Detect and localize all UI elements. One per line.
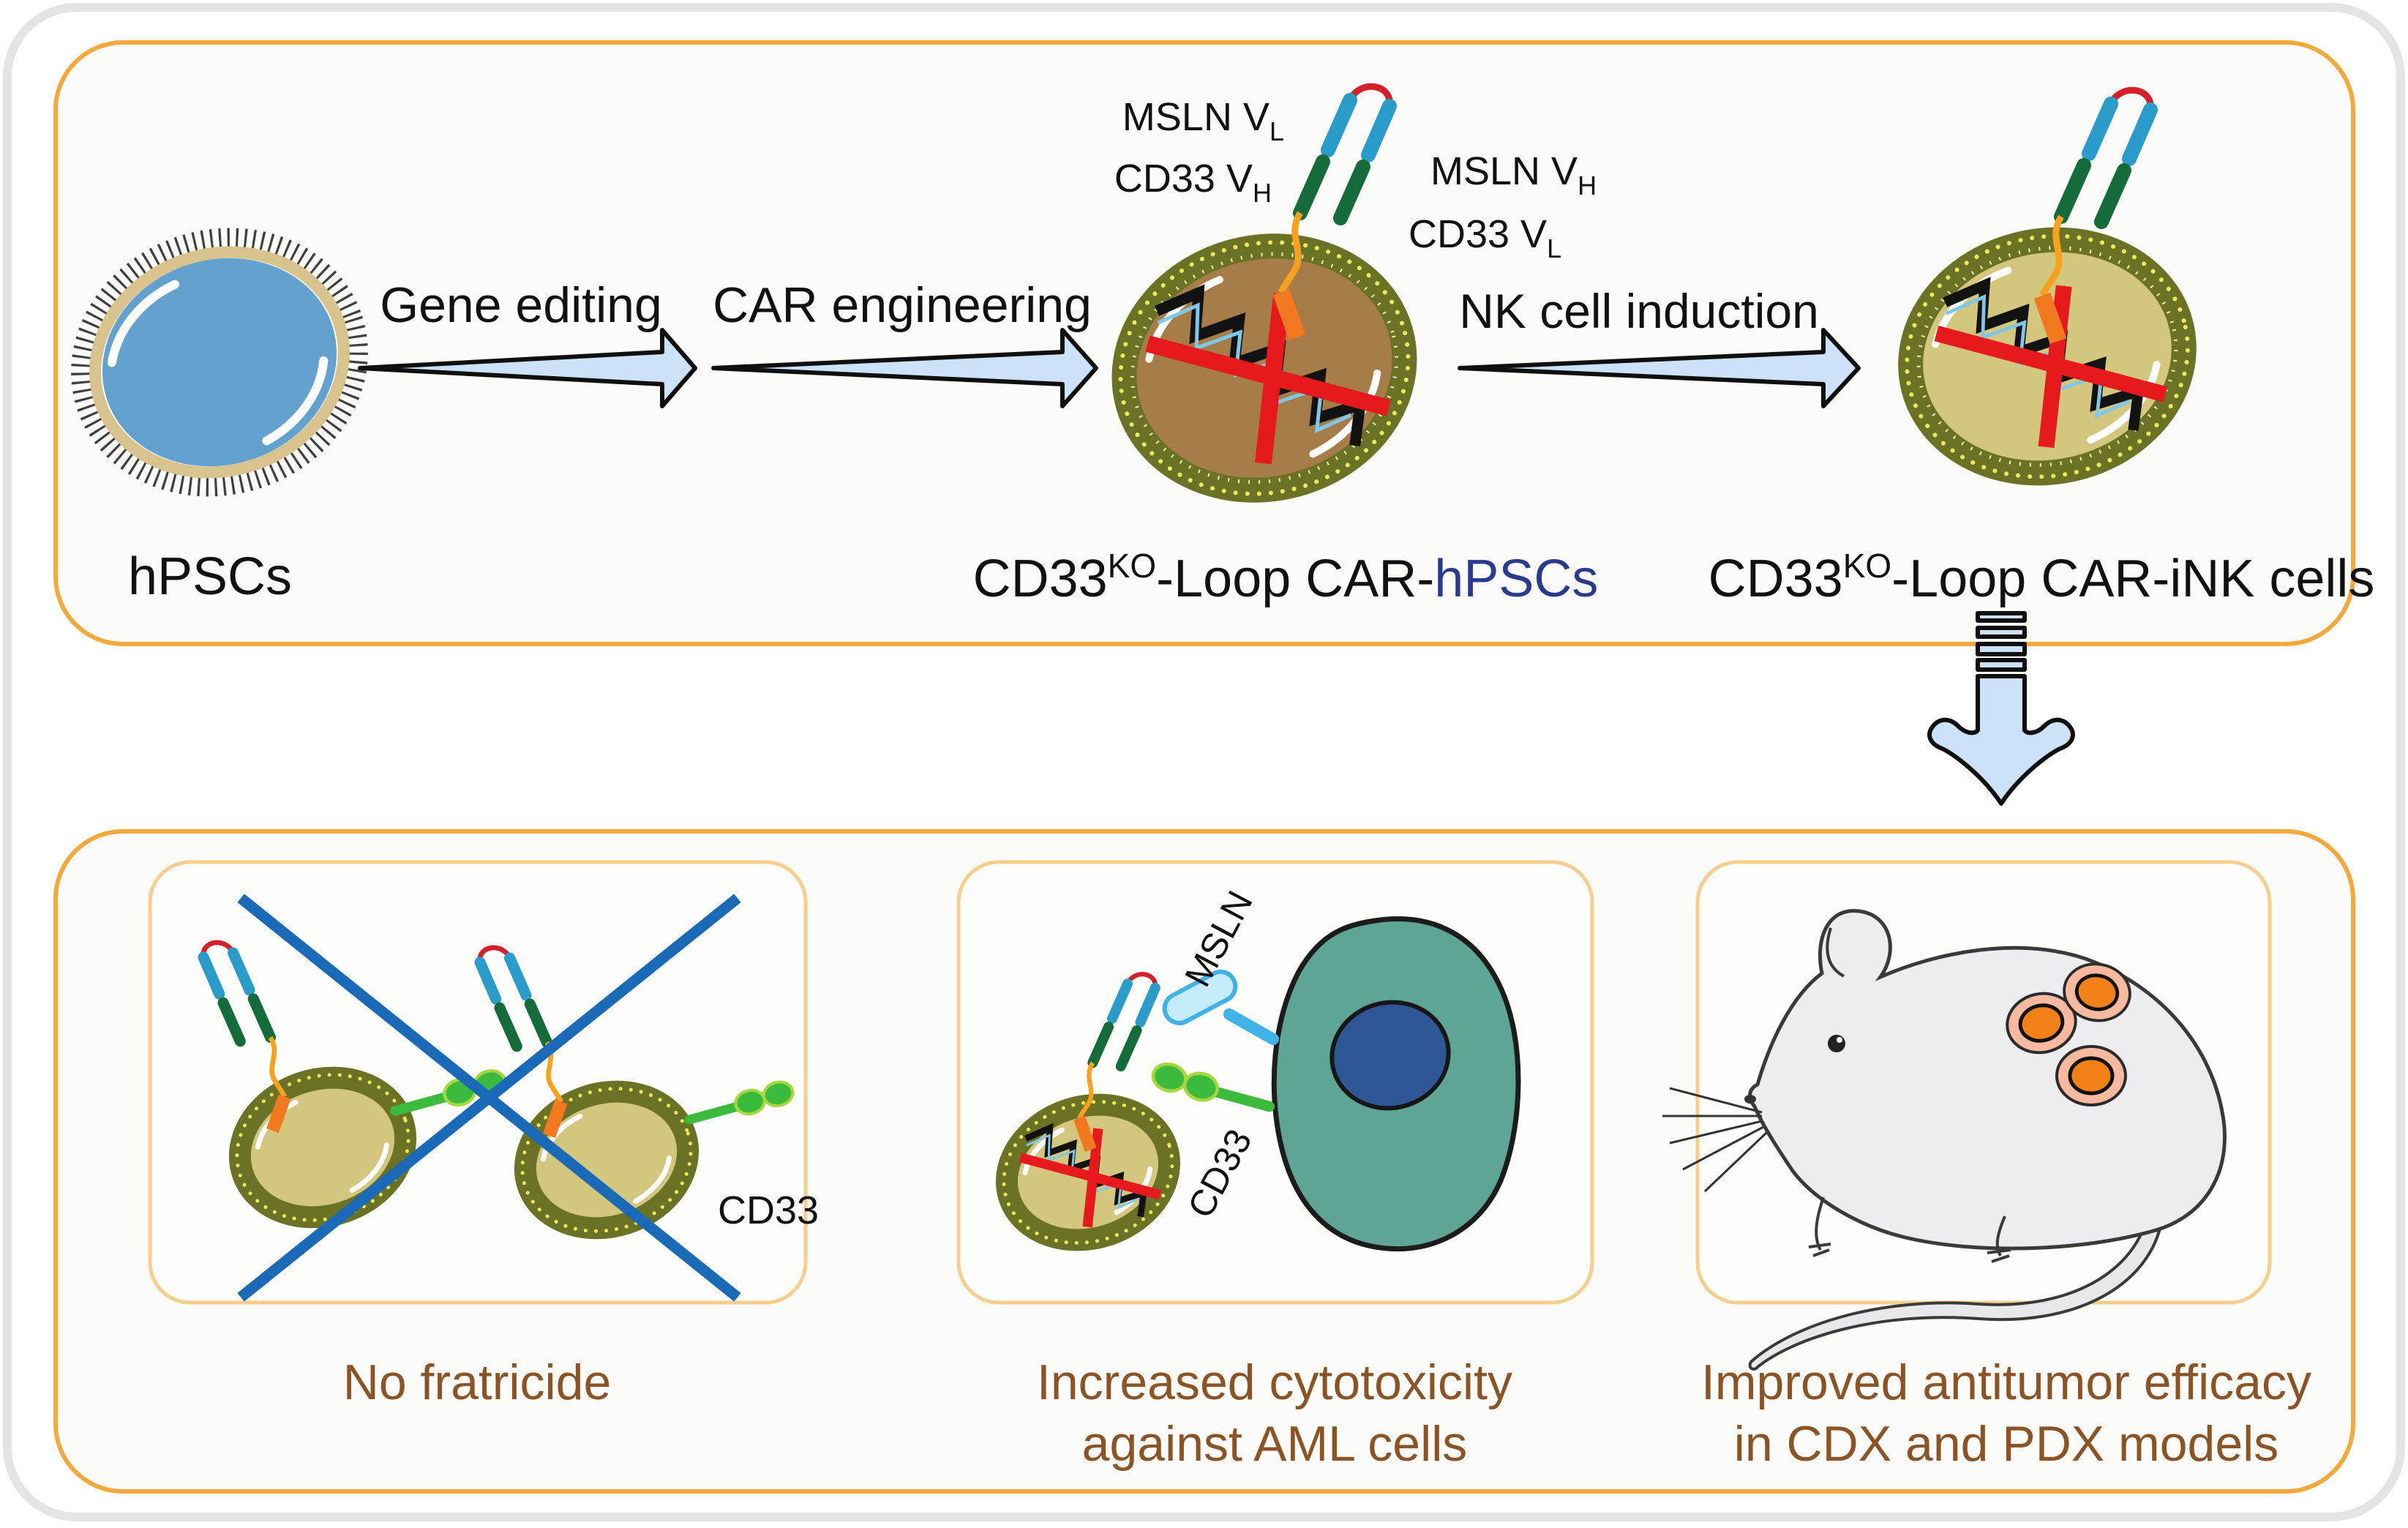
figure-outer-frame bbox=[3, 3, 2405, 1521]
down-arrow-icon bbox=[1927, 611, 2075, 806]
car-domain-cd33-vh: CD33 VH bbox=[1114, 157, 1272, 208]
flow-arrow-icon bbox=[358, 328, 697, 408]
mouse-hind-paw bbox=[1987, 1216, 2011, 1263]
mouse-front-paw bbox=[1808, 1196, 1831, 1257]
step-nk-induction-label: NK cell induction bbox=[1459, 284, 1819, 338]
workflow-panel: hPSCs Gene editing CAR engineering MSLN … bbox=[53, 40, 2375, 646]
efficacy-caption-line2: in CDX and PDX models bbox=[1734, 1416, 2279, 1472]
tumor-icon bbox=[2057, 1046, 2126, 1105]
car-domain-msln-vl: MSLN VL bbox=[1122, 95, 1284, 146]
mouse-eye-glint bbox=[1837, 1037, 1842, 1043]
mouse-ear-inner bbox=[1826, 927, 1845, 978]
cytotoxicity-caption-line2: against AML cells bbox=[1082, 1416, 1468, 1472]
flow-arrow-icon bbox=[1458, 328, 1861, 408]
mouse-eye bbox=[1828, 1035, 1845, 1052]
mouse-tail bbox=[1748, 1211, 2164, 1371]
fratricide-subpanel: CD33 No fratricide bbox=[148, 860, 819, 1410]
step-car-engineering-label: CAR engineering bbox=[713, 277, 1092, 333]
car-ink-label: CD33KO-Loop CAR-iNK cells bbox=[1709, 547, 2375, 608]
cytotoxicity-subpanel: MSLN CD33 Increased cytotoxicity against… bbox=[956, 860, 1594, 1472]
car-domain-cd33-vl: CD33 VL bbox=[1409, 212, 1561, 263]
step-gene-editing-label: Gene editing bbox=[380, 277, 662, 333]
car-hpsc-label: CD33KO-Loop CAR-hPSCs bbox=[973, 547, 1599, 608]
mouse-whiskers bbox=[1662, 1087, 1768, 1193]
mouse-nose bbox=[1744, 1095, 1756, 1104]
results-panel: CD33 No fratricide MSLN CD33 Incr bbox=[53, 829, 2355, 1494]
flow-arrow-icon bbox=[711, 328, 1098, 408]
efficacy-subpanel: Improved antitumor efficacy in CDX and P… bbox=[1662, 860, 2311, 1472]
mouse-model-icon bbox=[1662, 909, 2227, 1371]
fratricide-crossed-icon bbox=[237, 894, 741, 1302]
car-domain-msln-vh: MSLN VH bbox=[1430, 149, 1597, 201]
hpsc-label: hPSCs bbox=[128, 547, 292, 606]
fratricide-caption: No fratricide bbox=[343, 1355, 612, 1410]
efficacy-caption-line1: Improved antitumor efficacy bbox=[1701, 1355, 2311, 1410]
aml-nucleus-icon bbox=[1329, 1000, 1451, 1111]
cytotoxicity-caption-line1: Increased cytotoxicity bbox=[1037, 1355, 1512, 1410]
cd33-receptor-label: CD33 bbox=[718, 1188, 819, 1232]
